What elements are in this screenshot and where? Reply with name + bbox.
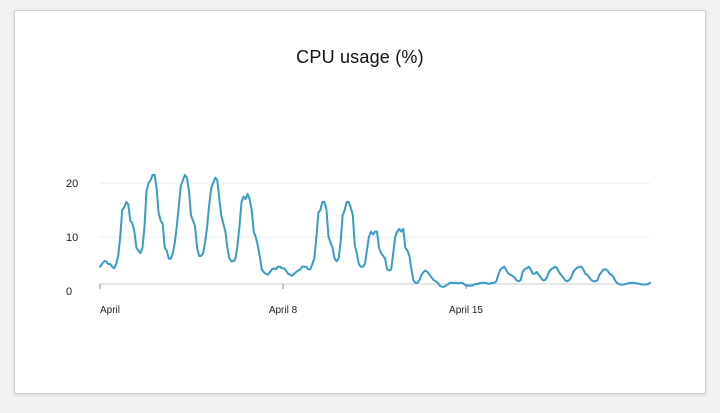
y-tick-label: 0 bbox=[66, 286, 72, 298]
x-tick-label: April 8 bbox=[269, 305, 298, 316]
x-tick-label: April 15 bbox=[449, 305, 483, 316]
series-line-cpu bbox=[99, 173, 651, 288]
x-axis-labels: April April 8 April 15 bbox=[100, 305, 483, 316]
gridlines bbox=[100, 182, 650, 238]
chart-card bbox=[14, 10, 706, 394]
series-layer bbox=[99, 173, 651, 288]
y-tick-label: 20 bbox=[66, 178, 78, 190]
x-axis bbox=[99, 283, 650, 289]
x-tick-label: April bbox=[100, 305, 120, 316]
chart-title: CPU usage (%) bbox=[296, 47, 424, 67]
y-tick-label: 10 bbox=[66, 232, 78, 244]
y-axis: 0 10 20 bbox=[66, 178, 78, 298]
